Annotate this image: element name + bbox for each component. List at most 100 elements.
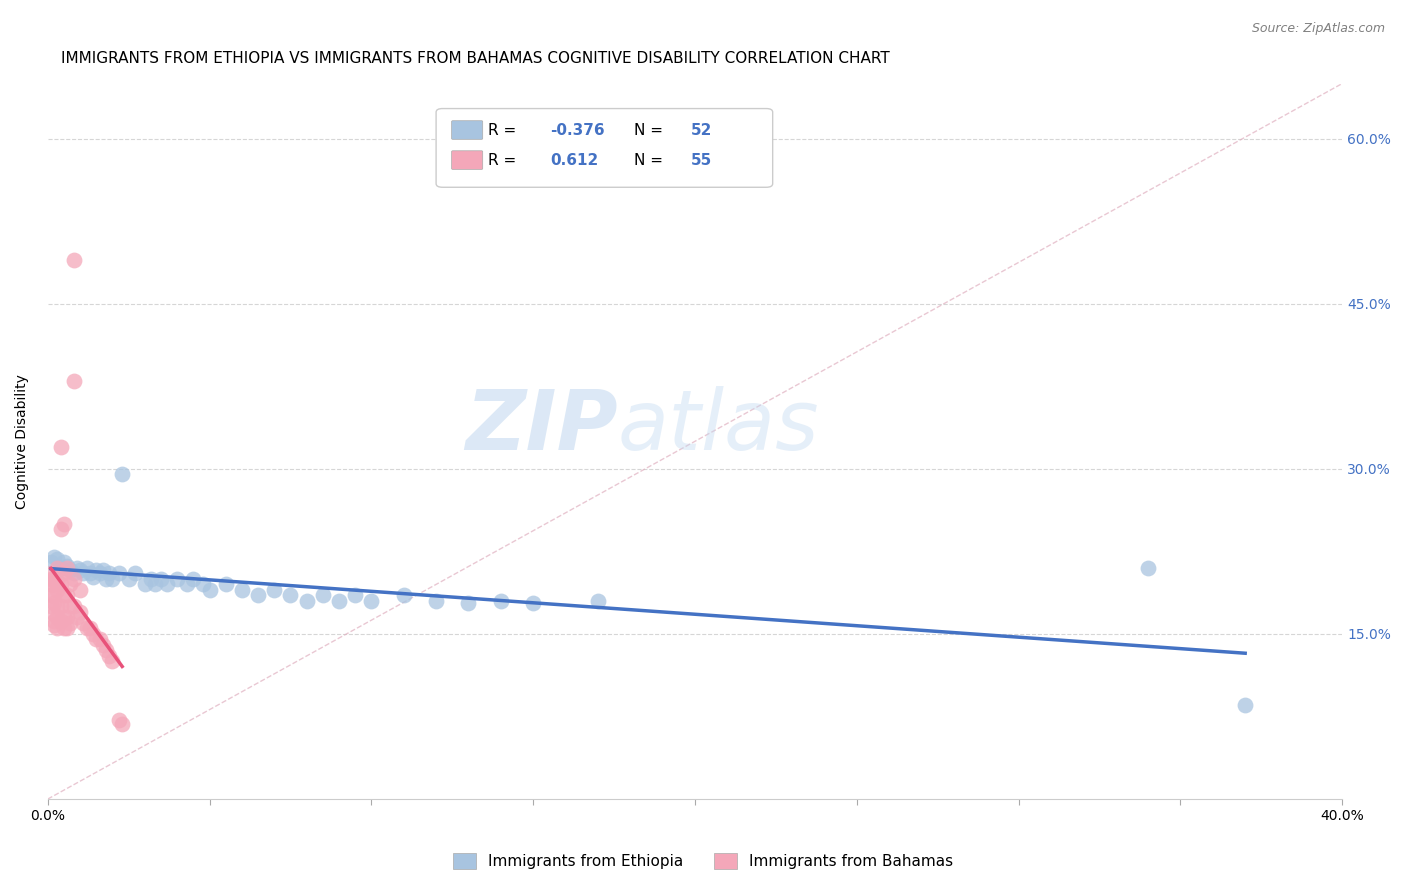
- Point: [101, 655, 124, 669]
- Point: [166, 572, 188, 586]
- Point: [56, 610, 79, 624]
- Text: -0.376: -0.376: [550, 122, 605, 137]
- Point: [62, 599, 84, 614]
- Text: Source: ZipAtlas.com: Source: ZipAtlas.com: [1251, 22, 1385, 36]
- Point: [98, 566, 121, 581]
- Point: [66, 561, 89, 575]
- Point: [56, 588, 79, 602]
- Point: [150, 572, 173, 586]
- Point: [89, 632, 111, 647]
- Point: [69, 563, 91, 577]
- Point: [91, 638, 114, 652]
- Point: [124, 566, 146, 581]
- Point: [44, 577, 66, 591]
- Legend: Immigrants from Ethiopia, Immigrants from Bahamas: Immigrants from Ethiopia, Immigrants fro…: [447, 847, 959, 875]
- Point: [44, 614, 66, 628]
- Point: [91, 563, 114, 577]
- Point: [101, 572, 124, 586]
- Text: 52: 52: [692, 122, 713, 137]
- Point: [49, 440, 72, 454]
- Point: [328, 594, 350, 608]
- Point: [52, 610, 75, 624]
- Point: [176, 577, 198, 591]
- Point: [489, 594, 512, 608]
- Point: [46, 552, 69, 566]
- Point: [94, 572, 117, 586]
- FancyBboxPatch shape: [451, 151, 482, 169]
- Point: [280, 588, 302, 602]
- Point: [39, 572, 62, 586]
- Point: [39, 577, 62, 591]
- Text: 55: 55: [692, 153, 713, 168]
- Text: ZIP: ZIP: [465, 386, 617, 467]
- Point: [46, 574, 69, 588]
- Point: [52, 588, 75, 602]
- Point: [522, 596, 544, 610]
- Point: [215, 577, 238, 591]
- Point: [72, 615, 94, 630]
- Point: [62, 566, 84, 581]
- Point: [46, 610, 69, 624]
- Point: [457, 596, 479, 610]
- Point: [134, 577, 156, 591]
- Point: [198, 582, 221, 597]
- Text: N =: N =: [634, 153, 668, 168]
- Point: [295, 594, 318, 608]
- Point: [49, 566, 72, 581]
- Point: [360, 594, 382, 608]
- Point: [39, 599, 62, 614]
- Point: [39, 555, 62, 569]
- Point: [56, 622, 79, 636]
- Point: [143, 577, 166, 591]
- Point: [263, 582, 285, 597]
- Point: [66, 610, 89, 624]
- Point: [59, 563, 82, 577]
- Point: [94, 643, 117, 657]
- Point: [52, 566, 75, 581]
- Point: [344, 588, 367, 602]
- Text: IMMIGRANTS FROM ETHIOPIA VS IMMIGRANTS FROM BAHAMAS COGNITIVE DISABILITY CORRELA: IMMIGRANTS FROM ETHIOPIA VS IMMIGRANTS F…: [60, 51, 890, 66]
- FancyBboxPatch shape: [451, 120, 482, 139]
- Point: [52, 555, 75, 569]
- Point: [59, 615, 82, 630]
- Point: [69, 582, 91, 597]
- Point: [72, 566, 94, 581]
- Point: [108, 566, 131, 581]
- Point: [59, 599, 82, 614]
- Point: [49, 599, 72, 614]
- Point: [46, 561, 69, 575]
- Point: [44, 596, 66, 610]
- Point: [44, 549, 66, 564]
- Point: [82, 627, 104, 641]
- Point: [156, 577, 179, 591]
- Point: [62, 572, 84, 586]
- Text: 0.612: 0.612: [550, 153, 599, 168]
- Point: [84, 563, 107, 577]
- Point: [44, 618, 66, 632]
- Point: [111, 467, 134, 482]
- Point: [79, 622, 101, 636]
- Text: R =: R =: [488, 122, 522, 137]
- Point: [52, 516, 75, 531]
- Point: [82, 570, 104, 584]
- Point: [84, 632, 107, 647]
- Point: [56, 561, 79, 575]
- Point: [76, 561, 98, 575]
- Point: [1234, 698, 1257, 713]
- Point: [392, 588, 415, 602]
- Point: [49, 614, 72, 628]
- Point: [39, 566, 62, 581]
- Point: [49, 577, 72, 591]
- Point: [49, 522, 72, 536]
- Point: [56, 558, 79, 573]
- Point: [1137, 561, 1160, 575]
- Point: [312, 588, 335, 602]
- Point: [247, 588, 270, 602]
- Point: [183, 572, 205, 586]
- Point: [59, 577, 82, 591]
- Point: [76, 622, 98, 636]
- Point: [69, 605, 91, 619]
- Point: [46, 622, 69, 636]
- Point: [141, 572, 163, 586]
- Point: [52, 622, 75, 636]
